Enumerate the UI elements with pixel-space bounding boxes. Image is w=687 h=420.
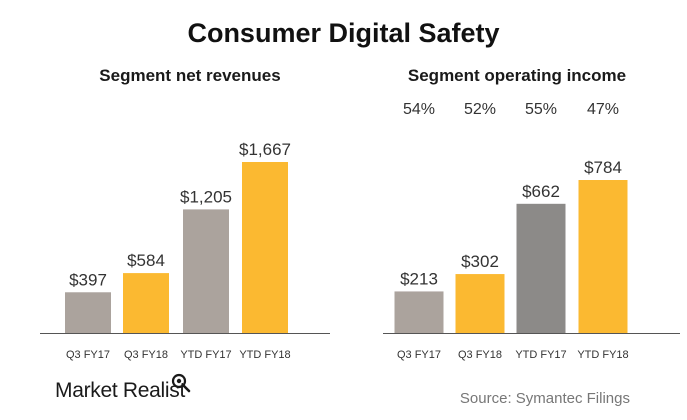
opinc-tick-label-3: YTD FY17 (515, 349, 566, 361)
opinc-bar-2 (455, 274, 505, 333)
rev-data-label-2: $584 (127, 251, 165, 270)
opinc-tick-label-2: Q3 FY18 (458, 349, 502, 361)
opinc-margin-label-3: 55% (525, 101, 557, 118)
opinc-margin-label-2: 52% (464, 101, 496, 118)
rev-bar-4 (242, 162, 288, 333)
source-note: Source: Symantec Filings (459, 390, 630, 407)
opinc-tick-label-4: YTD FY18 (577, 349, 628, 361)
rev-bar-3 (183, 209, 229, 333)
rev-tick-label-3: YTD FY17 (180, 349, 231, 361)
rev-data-label-1: $397 (69, 270, 107, 289)
opinc-data-label-1: $213 (400, 269, 438, 288)
magnifier-icon (171, 373, 191, 393)
rev-tick-label-4: YTD FY18 (239, 349, 290, 361)
opinc-data-label-4: $784 (584, 158, 622, 177)
opinc-margin-label-4: 47% (587, 101, 619, 118)
left-chart-subtitle: Segment net revenues (99, 66, 281, 85)
opinc-data-label-2: $302 (461, 252, 499, 271)
opinc-bar-3 (516, 203, 566, 333)
opinc-bar-1 (394, 291, 444, 333)
rev-tick-label-2: Q3 FY18 (124, 349, 168, 361)
rev-bar-1 (65, 292, 111, 333)
rev-bar-2 (123, 273, 169, 333)
rev-data-label-4: $1,667 (239, 140, 291, 159)
rev-tick-label-1: Q3 FY17 (66, 349, 110, 361)
right-chart-subtitle: Segment operating income (407, 66, 627, 85)
chart-title: Consumer Digital Safety (187, 18, 500, 48)
opinc-data-label-3: $662 (522, 182, 560, 201)
opinc-bar-4 (578, 180, 628, 333)
opinc-tick-label-1: Q3 FY17 (397, 349, 441, 361)
rev-data-label-3: $1,205 (180, 187, 232, 206)
opinc-margin-label-1: 54% (403, 101, 435, 118)
brand-logo-text: Market Realist (55, 379, 186, 402)
